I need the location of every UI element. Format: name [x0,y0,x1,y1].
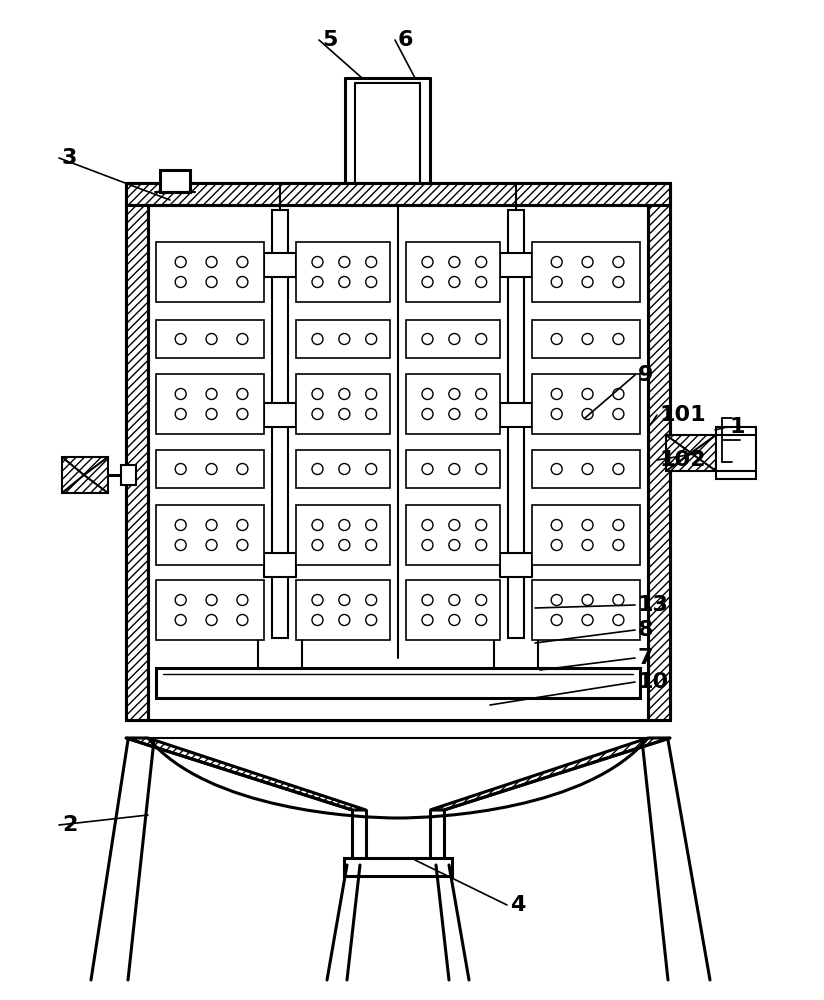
Bar [406,580,500,640]
Bar [406,242,500,302]
Text: 101: 101 [660,405,707,425]
Text: 7: 7 [638,648,653,668]
Bar [156,668,640,698]
Text: 9: 9 [638,365,653,385]
Bar [406,450,500,488]
Text: 8: 8 [638,620,653,640]
Bar [264,253,296,277]
Bar [500,553,532,577]
Polygon shape [126,738,366,810]
Polygon shape [430,738,670,810]
Bar [126,183,670,205]
Bar [296,320,390,358]
Bar [508,210,524,638]
Bar [532,580,640,640]
Bar [716,427,756,479]
Text: 102: 102 [660,450,706,470]
Text: 1: 1 [730,417,746,437]
Bar [532,374,640,434]
Bar [160,170,190,192]
Bar [406,505,500,565]
Bar [156,242,264,302]
Bar [156,450,264,488]
Bar [406,374,500,434]
Bar [296,505,390,565]
Bar [296,580,390,640]
Bar [532,450,640,488]
Bar [296,450,390,488]
Text: 13: 13 [638,595,669,615]
Text: 3: 3 [62,148,77,168]
Text: 6: 6 [398,30,414,50]
Bar [666,435,716,471]
Bar [344,858,452,876]
Bar [156,505,264,565]
Bar [532,242,640,302]
Bar [532,320,640,358]
Text: 10: 10 [638,672,669,692]
Bar [532,505,640,565]
Bar [264,403,296,427]
Text: 5: 5 [322,30,337,50]
Bar [156,580,264,640]
Bar [668,443,690,463]
Bar [156,320,264,358]
Bar [500,253,532,277]
Bar [406,320,500,358]
Bar [296,374,390,434]
Bar [500,403,532,427]
Text: 4: 4 [510,895,526,915]
Bar [648,205,670,720]
Bar [264,553,296,577]
Text: 2: 2 [62,815,77,835]
Bar [126,205,148,720]
Bar [272,210,288,638]
Bar [121,465,136,485]
Bar [296,242,390,302]
Bar [62,457,108,493]
Bar [156,374,264,434]
